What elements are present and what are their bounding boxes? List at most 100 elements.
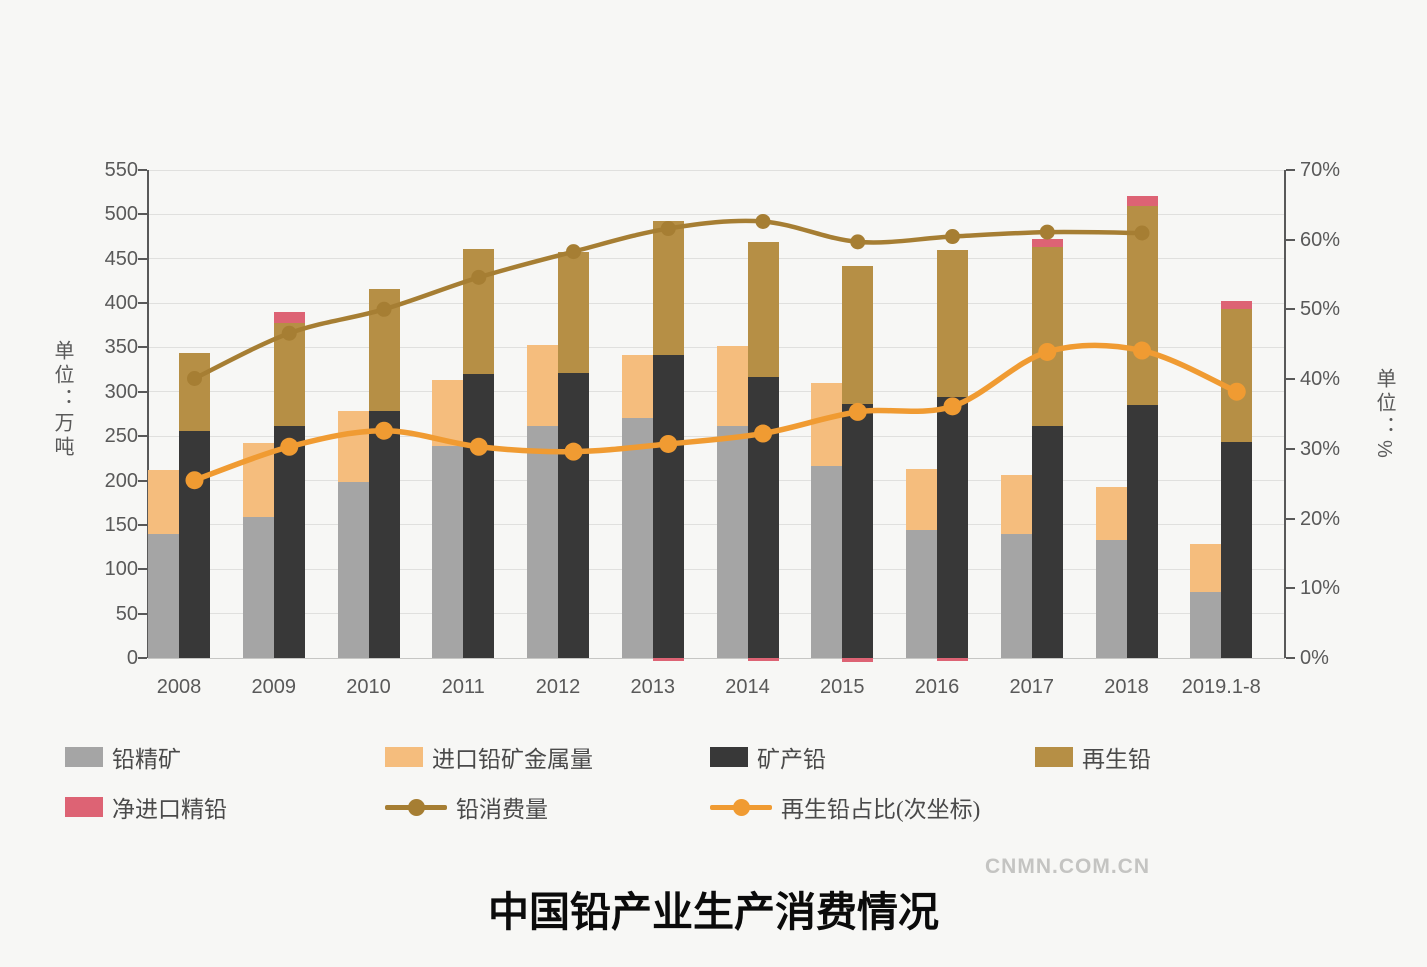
recycled-lead-share-marker: [754, 424, 772, 443]
left-axis-tick: [138, 612, 147, 615]
right-axis-tick-label: 50%: [1300, 298, 1341, 321]
legend-item: 再生铅占比(次坐标): [710, 794, 980, 822]
left-axis-tick: [138, 435, 147, 438]
bar-net-imported-refined-lead: [1221, 301, 1253, 310]
bar-mined-lead: [463, 374, 495, 658]
bar-net-imported-refined-lead: [273, 311, 305, 324]
x-axis-category-label: 2017: [1009, 676, 1055, 698]
bar-lead-concentrate: [906, 530, 937, 658]
left-axis-tick-label: 250: [104, 425, 138, 448]
bar-imported-ore-metal: [432, 380, 464, 446]
bar-imported-ore-metal: [811, 382, 843, 467]
left-axis-tick-label: 500: [104, 203, 138, 226]
recycled-lead-share-marker: [659, 434, 678, 453]
recycled-lead-share-marker: [469, 437, 488, 456]
lead-consumption-marker: [1134, 225, 1150, 241]
legend-line-marker-icon: [385, 797, 447, 817]
lead-consumption-marker: [187, 371, 202, 387]
plot-area: [138, 169, 1295, 662]
bar-net-imported-refined-lead: [747, 658, 779, 661]
bar-lead-concentrate: [1190, 592, 1222, 658]
left-axis-tick-label: 150: [104, 513, 138, 536]
legend-label: 净进口精铅: [112, 797, 227, 822]
right-axis-tick: [1286, 238, 1295, 241]
lead-consumption-marker: [755, 213, 771, 229]
bar-lead-concentrate: [432, 445, 464, 658]
bar-imported-ore-metal: [337, 411, 369, 483]
bar-mined-lead: [368, 411, 400, 658]
legend-item: 再生铅: [1035, 744, 1151, 772]
grid-line: [148, 213, 1285, 215]
bar-lead-concentrate: [1000, 533, 1032, 658]
bar-lead-concentrate: [527, 426, 558, 658]
x-axis-category-label: 2012: [535, 676, 581, 698]
bar-net-imported-refined-lead: [842, 658, 874, 662]
left-axis-tick-label: 550: [104, 159, 138, 181]
bar-mined-lead: [179, 430, 210, 658]
legend-item: 矿产铅: [710, 744, 826, 772]
bar-mined-lead: [273, 425, 305, 658]
bar-recycled-lead: [842, 265, 874, 405]
x-axis-category-label: 2010: [346, 676, 391, 698]
bar-lead-concentrate: [1095, 539, 1127, 658]
bar-recycled-lead: [463, 248, 495, 375]
recycled-lead-share-marker: [185, 471, 204, 490]
grid-line: [148, 258, 1285, 260]
left-axis-spine: [147, 170, 149, 658]
right-axis-tick-label: 70%: [1300, 159, 1341, 181]
bar-net-imported-refined-lead: [1126, 195, 1158, 207]
watermark: CNMN.COM.CN: [985, 855, 1150, 878]
legend-label: 铅消费量: [456, 797, 548, 822]
bar-imported-ore-metal: [621, 354, 653, 419]
bar-net-imported-refined-lead: [652, 658, 684, 661]
bar-mined-lead: [1031, 426, 1063, 658]
right-axis-tick: [1286, 447, 1295, 450]
bar-lead-concentrate: [337, 482, 369, 658]
x-axis-category-label: 2008: [156, 676, 202, 698]
bar-mined-lead: [842, 404, 874, 658]
x-axis-category-label: 2013: [630, 676, 676, 698]
right-axis-tick-label: 60%: [1300, 228, 1341, 251]
left-axis-tick: [138, 390, 147, 393]
bar-recycled-lead: [558, 251, 589, 374]
right-axis-tick: [1286, 169, 1295, 171]
lead-consumption-marker: [566, 244, 581, 260]
left-axis-tick: [138, 479, 147, 482]
right-axis-spine: [1284, 170, 1286, 658]
bar-mined-lead: [747, 376, 779, 658]
bar-recycled-lead: [1221, 309, 1253, 442]
bar-mined-lead: [1221, 441, 1253, 658]
bar-recycled-lead: [937, 249, 968, 398]
legend-swatch-icon: [1035, 747, 1073, 767]
legend-swatch-icon: [65, 797, 103, 817]
lead-consumption-marker: [471, 269, 487, 285]
grid-line: [148, 302, 1285, 304]
left-axis-tick: [138, 257, 147, 260]
bar-recycled-lead: [1031, 247, 1063, 427]
lead-consumption-marker: [850, 234, 866, 250]
recycled-lead-share-marker: [375, 421, 393, 440]
bar-imported-ore-metal: [1095, 486, 1127, 540]
right-axis-tick: [1286, 587, 1295, 590]
bar-net-imported-refined-lead: [1031, 239, 1063, 248]
chart-title: 中国铅产业生产消费情况: [488, 889, 939, 935]
left-axis-tick-label: 350: [104, 336, 138, 359]
left-axis-tick: [138, 169, 147, 171]
legend-label: 再生铅占比(次坐标): [781, 797, 981, 822]
legend-label: 进口铅矿金属量: [432, 747, 593, 772]
left-axis-unit-label: 单位：万吨: [51, 340, 73, 460]
bar-lead-concentrate: [148, 533, 179, 658]
legend-item: 进口铅矿金属量: [385, 744, 593, 772]
right-axis-unit-label: 单位：%: [1373, 368, 1395, 462]
bar-lead-concentrate: [242, 516, 274, 658]
line-series-layer: [185, 213, 1246, 490]
bar-net-imported-refined-lead: [937, 658, 968, 661]
legend-item: 净进口精铅: [65, 794, 227, 822]
recycled-lead-share-marker: [564, 442, 583, 461]
right-axis-tick-label: 20%: [1300, 507, 1341, 530]
bar-mined-lead: [937, 397, 968, 658]
legend-swatch-icon: [710, 747, 748, 767]
left-axis-tick-label: 50: [115, 602, 138, 625]
legend-label: 再生铅: [1082, 747, 1151, 772]
recycled-lead-share-marker: [280, 437, 299, 456]
